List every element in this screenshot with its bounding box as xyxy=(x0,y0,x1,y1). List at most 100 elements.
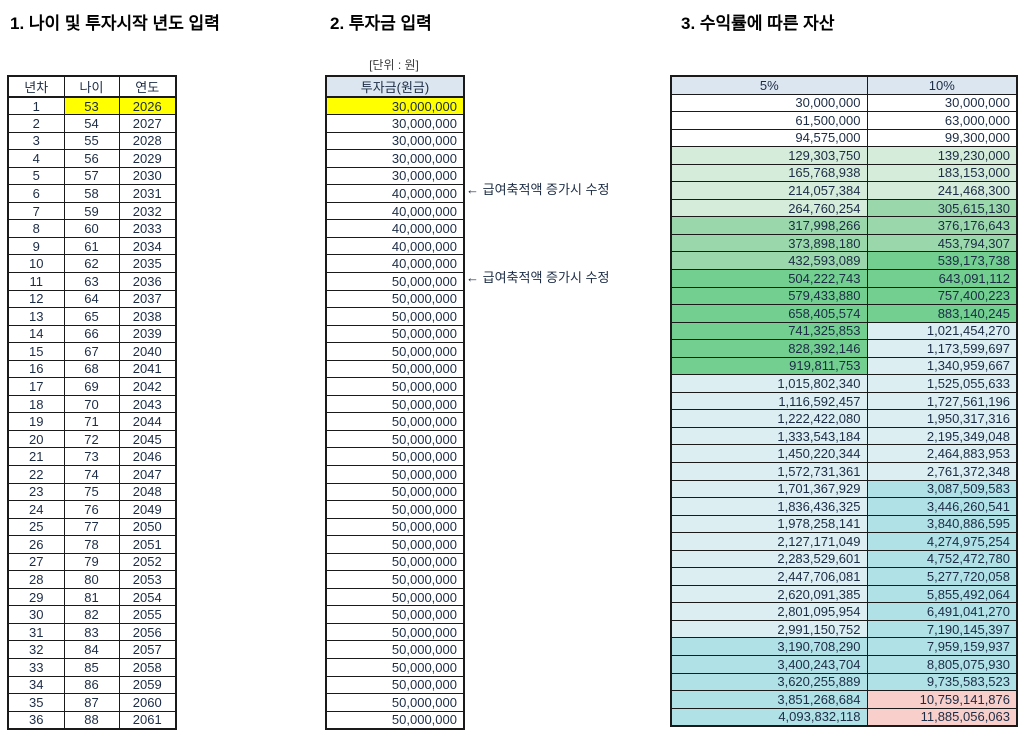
age-cell[interactable]: 77 xyxy=(63,517,120,537)
investment-cell[interactable]: 30,000,000 xyxy=(325,131,465,151)
investment-cell[interactable]: 50,000,000 xyxy=(325,587,465,607)
age-cell[interactable]: 85 xyxy=(63,658,120,677)
investment-cell[interactable]: 40,000,000 xyxy=(325,201,465,221)
investment-cell[interactable]: 50,000,000 xyxy=(325,324,465,344)
age-cell[interactable]: 72 xyxy=(63,429,120,449)
age-cell[interactable]: 59 xyxy=(63,201,120,221)
start-year-cell[interactable]: 2058 xyxy=(118,658,177,677)
start-year-cell[interactable]: 2039 xyxy=(118,324,177,344)
age-cell[interactable]: 60 xyxy=(63,219,120,238)
investment-cell[interactable]: 50,000,000 xyxy=(325,517,465,537)
age-cell[interactable]: 80 xyxy=(63,570,120,589)
investment-cell[interactable]: 50,000,000 xyxy=(325,342,465,361)
investment-cell[interactable]: 50,000,000 xyxy=(325,482,465,502)
age-cell[interactable]: 71 xyxy=(63,412,120,431)
investment-cell[interactable]: 50,000,000 xyxy=(325,693,465,712)
investment-cell[interactable]: 50,000,000 xyxy=(325,570,465,589)
age-cell[interactable]: 88 xyxy=(63,710,120,730)
start-year-cell[interactable]: 2051 xyxy=(118,535,177,554)
age-cell[interactable]: 58 xyxy=(63,184,120,203)
age-cell[interactable]: 69 xyxy=(63,377,120,396)
start-year-cell[interactable]: 2056 xyxy=(118,622,177,642)
age-cell[interactable]: 62 xyxy=(63,254,120,273)
start-year-cell[interactable]: 2049 xyxy=(118,500,177,519)
investment-cell[interactable]: 50,000,000 xyxy=(325,447,465,466)
investment-cell[interactable]: 50,000,000 xyxy=(325,675,465,695)
age-cell[interactable]: 73 xyxy=(63,447,120,466)
start-year-cell[interactable]: 2031 xyxy=(118,184,177,203)
age-cell[interactable]: 86 xyxy=(63,675,120,695)
investment-cell[interactable]: 50,000,000 xyxy=(325,429,465,449)
age-cell[interactable]: 53 xyxy=(63,96,120,116)
investment-cell[interactable]: 50,000,000 xyxy=(325,500,465,519)
start-year-cell[interactable]: 2035 xyxy=(118,254,177,273)
start-year-cell[interactable]: 2043 xyxy=(118,394,177,414)
investment-cell[interactable]: 30,000,000 xyxy=(325,96,465,116)
start-year-cell[interactable]: 2061 xyxy=(118,710,177,730)
age-cell[interactable]: 78 xyxy=(63,535,120,554)
investment-cell[interactable]: 50,000,000 xyxy=(325,289,465,309)
investment-cell[interactable]: 50,000,000 xyxy=(325,271,465,291)
start-year-cell[interactable]: 2029 xyxy=(118,149,177,168)
start-year-cell[interactable]: 2038 xyxy=(118,307,177,326)
investment-cell[interactable]: 50,000,000 xyxy=(325,658,465,677)
investment-cell[interactable]: 50,000,000 xyxy=(325,464,465,484)
age-cell[interactable]: 66 xyxy=(63,324,120,344)
start-year-cell[interactable]: 2027 xyxy=(118,114,177,133)
investment-cell[interactable]: 50,000,000 xyxy=(325,710,465,730)
start-year-cell[interactable]: 2036 xyxy=(118,271,177,291)
investment-cell[interactable]: 50,000,000 xyxy=(325,412,465,431)
start-year-cell[interactable]: 2028 xyxy=(118,131,177,151)
investment-cell[interactable]: 40,000,000 xyxy=(325,184,465,203)
age-cell[interactable]: 82 xyxy=(63,605,120,624)
investment-cell[interactable]: 50,000,000 xyxy=(325,640,465,659)
start-year-cell[interactable]: 2059 xyxy=(118,675,177,695)
investment-cell[interactable]: 40,000,000 xyxy=(325,219,465,238)
age-cell[interactable]: 65 xyxy=(63,307,120,326)
investment-cell[interactable]: 50,000,000 xyxy=(325,394,465,414)
investment-cell[interactable]: 30,000,000 xyxy=(325,166,465,186)
age-cell[interactable]: 61 xyxy=(63,236,120,256)
start-year-cell[interactable]: 2053 xyxy=(118,570,177,589)
age-cell[interactable]: 76 xyxy=(63,500,120,519)
age-cell[interactable]: 87 xyxy=(63,693,120,712)
age-cell[interactable]: 70 xyxy=(63,394,120,414)
start-year-cell[interactable]: 2045 xyxy=(118,429,177,449)
investment-cell[interactable]: 30,000,000 xyxy=(325,149,465,168)
start-year-cell[interactable]: 2032 xyxy=(118,201,177,221)
start-year-cell[interactable]: 2054 xyxy=(118,587,177,607)
investment-cell[interactable]: 50,000,000 xyxy=(325,622,465,642)
investment-cell[interactable]: 50,000,000 xyxy=(325,377,465,396)
age-cell[interactable]: 54 xyxy=(63,114,120,133)
start-year-cell[interactable]: 2057 xyxy=(118,640,177,659)
investment-cell[interactable]: 50,000,000 xyxy=(325,552,465,572)
start-year-cell[interactable]: 2042 xyxy=(118,377,177,396)
investment-cell[interactable]: 50,000,000 xyxy=(325,535,465,554)
start-year-cell[interactable]: 2055 xyxy=(118,605,177,624)
start-year-cell[interactable]: 2044 xyxy=(118,412,177,431)
investment-cell[interactable]: 50,000,000 xyxy=(325,359,465,379)
start-year-cell[interactable]: 2048 xyxy=(118,482,177,502)
start-year-cell[interactable]: 2026 xyxy=(118,96,177,116)
age-cell[interactable]: 63 xyxy=(63,271,120,291)
age-cell[interactable]: 68 xyxy=(63,359,120,379)
age-cell[interactable]: 74 xyxy=(63,464,120,484)
age-cell[interactable]: 55 xyxy=(63,131,120,151)
start-year-cell[interactable]: 2037 xyxy=(118,289,177,309)
investment-cell[interactable]: 50,000,000 xyxy=(325,307,465,326)
age-cell[interactable]: 64 xyxy=(63,289,120,309)
age-cell[interactable]: 81 xyxy=(63,587,120,607)
start-year-cell[interactable]: 2047 xyxy=(118,464,177,484)
start-year-cell[interactable]: 2060 xyxy=(118,693,177,712)
start-year-cell[interactable]: 2030 xyxy=(118,166,177,186)
age-cell[interactable]: 75 xyxy=(63,482,120,502)
investment-cell[interactable]: 40,000,000 xyxy=(325,254,465,273)
investment-cell[interactable]: 40,000,000 xyxy=(325,236,465,256)
age-cell[interactable]: 84 xyxy=(63,640,120,659)
investment-cell[interactable]: 50,000,000 xyxy=(325,605,465,624)
start-year-cell[interactable]: 2041 xyxy=(118,359,177,379)
age-cell[interactable]: 83 xyxy=(63,622,120,642)
age-cell[interactable]: 79 xyxy=(63,552,120,572)
start-year-cell[interactable]: 2034 xyxy=(118,236,177,256)
start-year-cell[interactable]: 2050 xyxy=(118,517,177,537)
